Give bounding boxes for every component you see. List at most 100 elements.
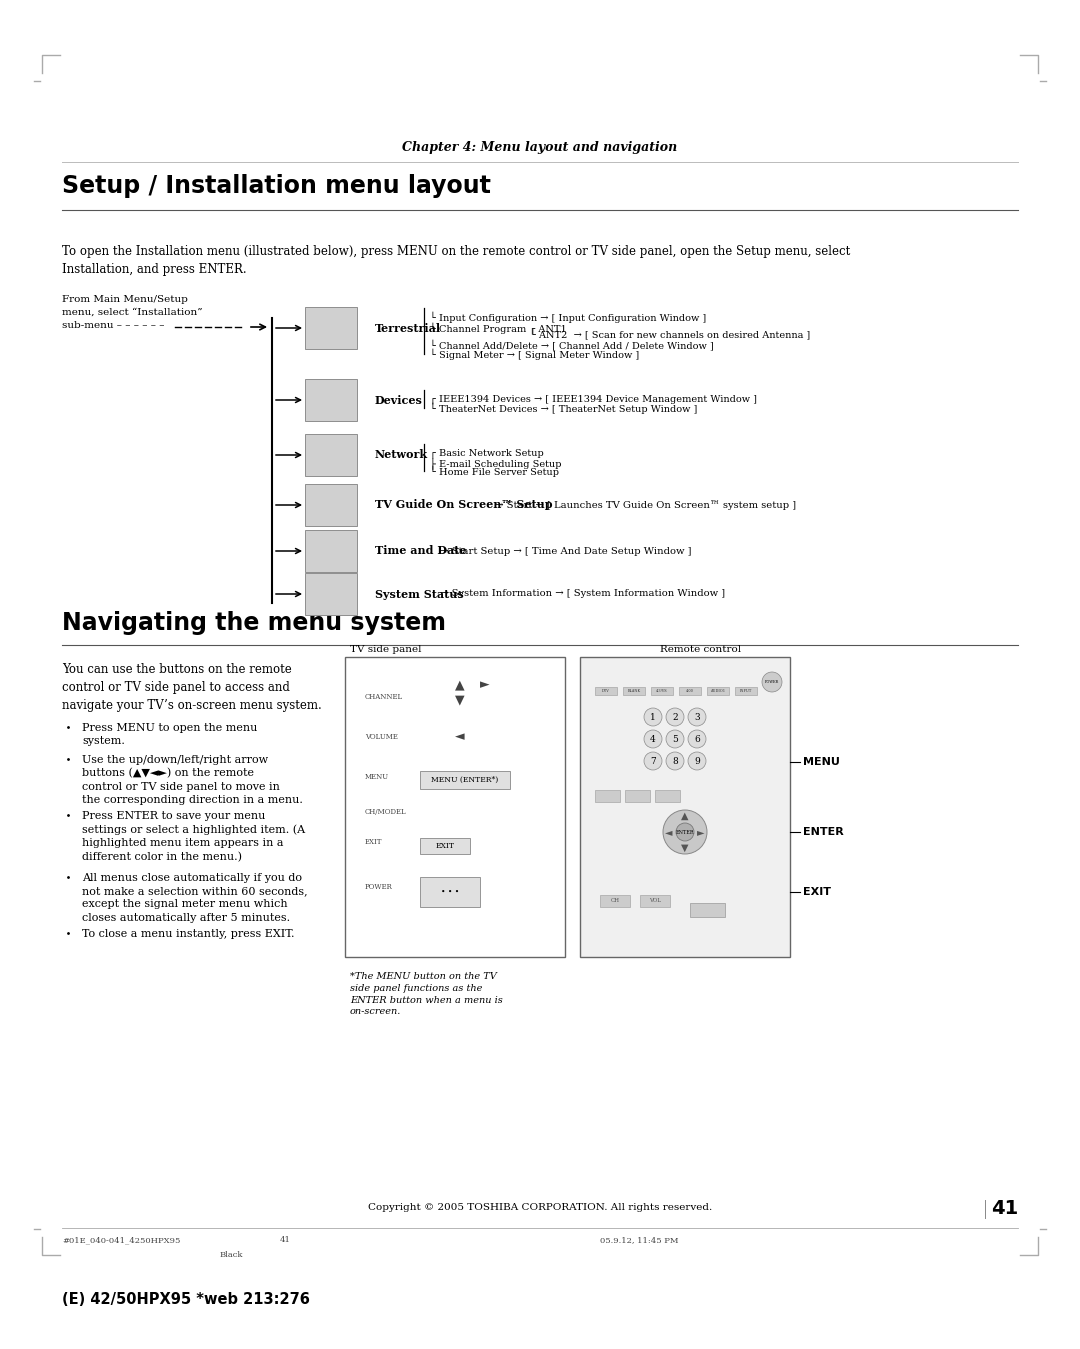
Text: #01E_040-041_4250HPX95: #01E_040-041_4250HPX95 bbox=[62, 1236, 180, 1244]
Text: 05.9.12, 11:45 PM: 05.9.12, 11:45 PM bbox=[600, 1236, 678, 1244]
Text: └ Signal Meter → [ Signal Meter Window ]: └ Signal Meter → [ Signal Meter Window ] bbox=[430, 349, 639, 360]
Text: *The MENU button on the TV
side panel functions as the
ENTER button when a menu : *The MENU button on the TV side panel fu… bbox=[350, 973, 503, 1016]
Text: sub-menu – – – – – –: sub-menu – – – – – – bbox=[62, 321, 164, 331]
Text: ▼: ▼ bbox=[681, 843, 689, 853]
Text: → System Information → [ System Information Window ]: → System Information → [ System Informat… bbox=[436, 590, 725, 599]
Text: MENU (ENTER*): MENU (ENTER*) bbox=[431, 776, 499, 784]
Bar bbox=[305, 308, 357, 349]
Text: menu, select “Installation”: menu, select “Installation” bbox=[62, 308, 203, 317]
Text: ►: ► bbox=[698, 827, 705, 836]
Text: ENTER: ENTER bbox=[804, 827, 843, 836]
Text: Terrestrial: Terrestrial bbox=[375, 322, 441, 333]
Text: Setup / Installation menu layout: Setup / Installation menu layout bbox=[62, 174, 491, 198]
Bar bbox=[595, 687, 617, 695]
Text: • • •: • • • bbox=[441, 888, 459, 896]
Text: System Status: System Status bbox=[375, 588, 463, 599]
Text: 4:00: 4:00 bbox=[686, 689, 694, 693]
Bar bbox=[305, 573, 357, 615]
Bar bbox=[420, 877, 480, 907]
Text: Network: Network bbox=[375, 449, 428, 460]
Text: 2: 2 bbox=[672, 712, 678, 722]
Circle shape bbox=[644, 730, 662, 747]
Circle shape bbox=[666, 708, 684, 726]
Bar bbox=[735, 687, 757, 695]
Text: ▲: ▲ bbox=[455, 679, 464, 692]
Circle shape bbox=[688, 751, 706, 770]
Text: CH: CH bbox=[610, 898, 620, 904]
Text: └ Home File Server Setup: └ Home File Server Setup bbox=[430, 465, 559, 478]
Text: └ Channel Add/Delete → [ Channel Add / Delete Window ]: └ Channel Add/Delete → [ Channel Add / D… bbox=[430, 340, 714, 351]
Text: MENU: MENU bbox=[804, 757, 840, 768]
Circle shape bbox=[644, 751, 662, 770]
Bar bbox=[305, 379, 357, 421]
Text: Remote control: Remote control bbox=[660, 645, 741, 654]
Text: DTV: DTV bbox=[603, 689, 610, 693]
Bar bbox=[580, 657, 789, 956]
Text: └ Channel Program ┌ ANT1: └ Channel Program ┌ ANT1 bbox=[430, 322, 567, 333]
Text: MENU: MENU bbox=[365, 773, 389, 781]
Bar bbox=[625, 791, 650, 803]
Circle shape bbox=[762, 672, 782, 692]
Text: From Main Menu/Setup: From Main Menu/Setup bbox=[62, 295, 188, 304]
Bar bbox=[305, 530, 357, 572]
Bar bbox=[420, 772, 510, 789]
Text: VOLUME: VOLUME bbox=[365, 733, 397, 741]
Text: ◄: ◄ bbox=[665, 827, 673, 836]
Text: Black: Black bbox=[220, 1251, 243, 1259]
Circle shape bbox=[644, 708, 662, 726]
Text: TV side panel: TV side panel bbox=[350, 645, 421, 654]
Bar bbox=[707, 687, 729, 695]
Bar bbox=[654, 791, 680, 803]
Text: 3: 3 bbox=[694, 712, 700, 722]
Text: ▲: ▲ bbox=[681, 811, 689, 822]
Text: Chapter 4: Menu layout and navigation: Chapter 4: Menu layout and navigation bbox=[403, 142, 677, 155]
Text: 8: 8 bbox=[672, 757, 678, 765]
Text: Press ENTER to save your menu
settings or select a highlighted item. (A
highligh: Press ENTER to save your menu settings o… bbox=[82, 811, 306, 862]
Text: └ ANT2  → [ Scan for new channels on desired Antenna ]: └ ANT2 → [ Scan for new channels on desi… bbox=[430, 329, 810, 340]
Text: 7: 7 bbox=[650, 757, 656, 765]
Text: INPUT: INPUT bbox=[740, 689, 752, 693]
Text: 4:3/VS: 4:3/VS bbox=[657, 689, 667, 693]
Bar bbox=[305, 434, 357, 476]
Text: → Start Setup → [ Time And Date Setup Window ]: → Start Setup → [ Time And Date Setup Wi… bbox=[436, 546, 691, 556]
Text: EXIT: EXIT bbox=[435, 842, 455, 850]
Bar bbox=[420, 838, 470, 854]
Text: Copyright © 2005 TOSHIBA CORPORATION. All rights reserved.: Copyright © 2005 TOSHIBA CORPORATION. Al… bbox=[368, 1203, 712, 1213]
Bar bbox=[690, 902, 725, 917]
Text: TV Guide On Screen™ Setup: TV Guide On Screen™ Setup bbox=[375, 499, 553, 510]
Bar bbox=[623, 687, 645, 695]
Text: ▼: ▼ bbox=[455, 693, 464, 707]
Text: └ Input Configuration → [ Input Configuration Window ]: └ Input Configuration → [ Input Configur… bbox=[430, 312, 706, 324]
Circle shape bbox=[688, 708, 706, 726]
Text: To open the Installation menu (illustrated below), press MENU on the remote cont: To open the Installation menu (illustrat… bbox=[62, 246, 850, 277]
Text: All menus close automatically if you do
not make a selection within 60 seconds,
: All menus close automatically if you do … bbox=[82, 873, 308, 923]
Text: Use the up/down/left/right arrow
buttons (▲▼◄►) on the remote
control or TV side: Use the up/down/left/right arrow buttons… bbox=[82, 755, 302, 805]
Text: ├ E-mail Scheduling Setup: ├ E-mail Scheduling Setup bbox=[430, 457, 562, 469]
Text: 4: 4 bbox=[650, 734, 656, 743]
Text: EXIT: EXIT bbox=[804, 888, 831, 897]
Bar bbox=[305, 484, 357, 526]
Text: → Start → [ Launches TV Guide On Screen™ system setup ]: → Start → [ Launches TV Guide On Screen™… bbox=[492, 500, 796, 510]
Text: POWER: POWER bbox=[765, 680, 779, 684]
Circle shape bbox=[688, 730, 706, 747]
Text: POWER: POWER bbox=[365, 884, 393, 890]
Text: To close a menu instantly, press EXIT.: To close a menu instantly, press EXIT. bbox=[82, 929, 295, 939]
Text: ►: ► bbox=[481, 679, 490, 692]
Text: 5: 5 bbox=[672, 734, 678, 743]
Text: EXIT: EXIT bbox=[365, 838, 382, 846]
Text: AUDIO1: AUDIO1 bbox=[711, 689, 726, 693]
Bar bbox=[595, 791, 620, 803]
Circle shape bbox=[676, 823, 694, 840]
Bar bbox=[640, 894, 670, 907]
Text: You can use the buttons on the remote
control or TV side panel to access and
nav: You can use the buttons on the remote co… bbox=[62, 662, 322, 712]
Text: ◄: ◄ bbox=[455, 731, 464, 743]
Text: Navigating the menu system: Navigating the menu system bbox=[62, 611, 446, 635]
Text: Devices: Devices bbox=[375, 394, 423, 406]
Text: ┌ IEEE1394 Devices → [ IEEE1394 Device Management Window ]: ┌ IEEE1394 Devices → [ IEEE1394 Device M… bbox=[430, 394, 757, 403]
Text: ┌ Basic Network Setup: ┌ Basic Network Setup bbox=[430, 448, 543, 457]
Text: CHANNEL: CHANNEL bbox=[365, 693, 403, 701]
Text: BLANK: BLANK bbox=[627, 689, 640, 693]
Circle shape bbox=[663, 809, 707, 854]
Text: 9: 9 bbox=[694, 757, 700, 765]
Bar bbox=[651, 687, 673, 695]
